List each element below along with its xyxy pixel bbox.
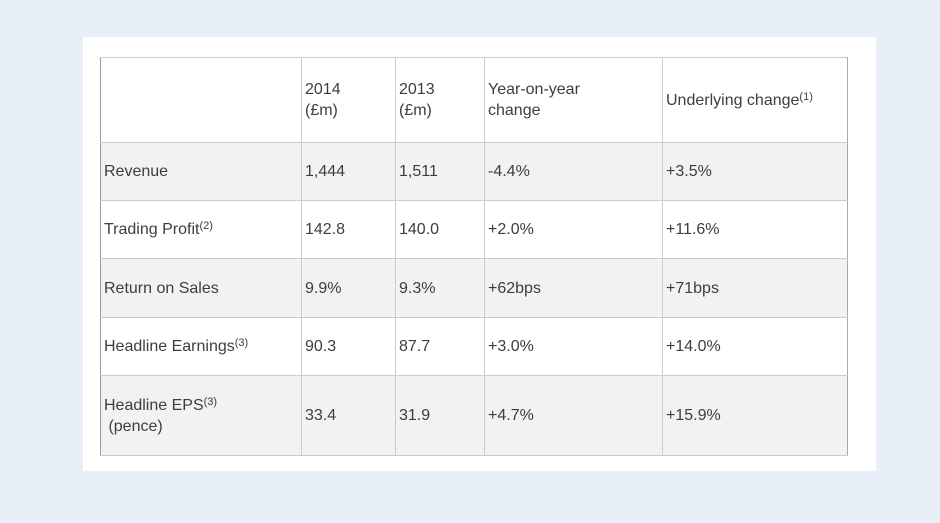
footnote-marker: (1) bbox=[799, 90, 813, 103]
value-cell: 33.4 bbox=[301, 375, 396, 456]
value-cell: +3.5% bbox=[662, 142, 848, 201]
column-header: Year-on-year change bbox=[484, 57, 663, 143]
value-cell: +11.6% bbox=[662, 200, 848, 259]
row-label: Headline EPS(3) (pence) bbox=[100, 375, 302, 456]
financial-summary-table: 2014 (£m) 2013 (£m) Year-on-year change Underl… bbox=[100, 57, 848, 456]
table-row: Headline EPS(3) (pence) 33.4 31.9 +4.7% +15.… bbox=[100, 375, 848, 456]
value-cell: +62bps bbox=[484, 258, 663, 318]
column-header: 2013 (£m) bbox=[395, 57, 485, 143]
value-cell: +14.0% bbox=[662, 317, 848, 376]
row-label: Return on Sales bbox=[100, 258, 302, 318]
table-header: 2014 (£m) 2013 (£m) Year-on-year change Underl… bbox=[100, 57, 848, 143]
value-cell: -4.4% bbox=[484, 142, 663, 201]
content-card: 2014 (£m) 2013 (£m) Year-on-year change Underl… bbox=[83, 37, 876, 471]
column-header bbox=[100, 57, 302, 143]
value-cell: 142.8 bbox=[301, 200, 396, 259]
value-cell: 90.3 bbox=[301, 317, 396, 376]
footnote-marker: (3) bbox=[234, 337, 249, 349]
column-header: 2014 (£m) bbox=[301, 57, 396, 143]
value-cell: 9.3% bbox=[395, 258, 485, 318]
row-label: Headline Earnings(3) bbox=[100, 317, 302, 376]
value-cell: 87.7 bbox=[395, 317, 485, 376]
row-label: Revenue bbox=[100, 142, 302, 201]
value-cell: 9.9% bbox=[301, 258, 396, 318]
header-row: 2014 (£m) 2013 (£m) Year-on-year change Underl… bbox=[100, 57, 848, 143]
table-body: Revenue 1,444 1,511 -4.4% +3.5% Trading Profi… bbox=[100, 142, 848, 456]
table-row: Revenue 1,444 1,511 -4.4% +3.5% bbox=[100, 142, 848, 201]
value-cell: 1,511 bbox=[395, 142, 485, 201]
column-header: Underlying change(1) bbox=[662, 57, 848, 143]
value-cell: +4.7% bbox=[484, 375, 663, 456]
row-label: Trading Profit(2) bbox=[100, 200, 302, 259]
value-cell: 140.0 bbox=[395, 200, 485, 259]
table-row: Trading Profit(2) 142.8 140.0 +2.0% +11.6% bbox=[100, 200, 848, 259]
value-cell: +3.0% bbox=[484, 317, 663, 376]
value-cell: +15.9% bbox=[662, 375, 848, 456]
footnote-marker: (3) bbox=[203, 395, 218, 408]
value-cell: 1,444 bbox=[301, 142, 396, 201]
table-row: Headline Earnings(3) 90.3 87.7 +3.0% +14.0% bbox=[100, 317, 848, 376]
value-cell: +71bps bbox=[662, 258, 848, 318]
value-cell: 31.9 bbox=[395, 375, 485, 456]
table-row: Return on Sales 9.9% 9.3% +62bps +71bps bbox=[100, 258, 848, 318]
footnote-marker: (2) bbox=[199, 220, 213, 232]
value-cell: +2.0% bbox=[484, 200, 663, 259]
